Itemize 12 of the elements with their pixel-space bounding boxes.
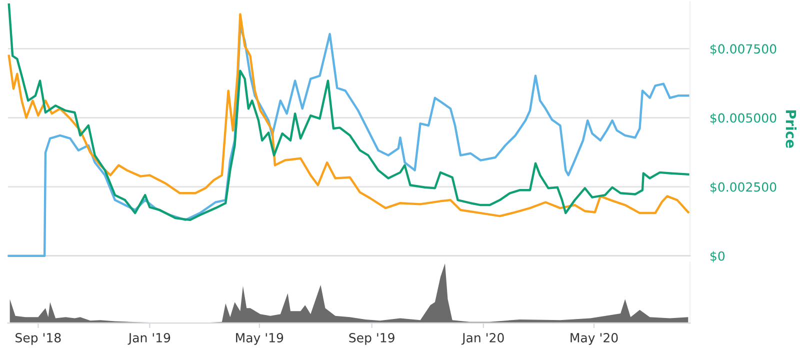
x-tick-label: May '19 [236,332,284,345]
x-tick-label: Jan '20 [461,332,504,345]
x-tick-label: Sep '19 [349,332,394,345]
y-axis-title: Price [786,110,796,148]
line-series [8,24,690,257]
y-tick-label: $0.005000 [710,113,776,124]
y-tick-label: $0 [710,251,725,262]
x-tick-label: May '20 [570,332,618,345]
x-tick-label: Sep '18 [16,332,61,345]
y-tick-label: $0.002500 [710,182,776,194]
y-tick-label: $0.007500 [710,44,776,56]
x-tick-label: Jan '19 [128,332,170,345]
